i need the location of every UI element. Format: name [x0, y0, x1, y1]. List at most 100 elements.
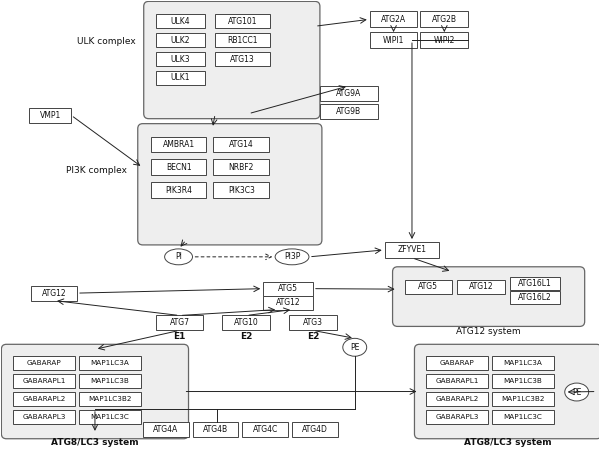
Text: PE: PE: [350, 343, 359, 352]
Text: GABARAPL1: GABARAPL1: [436, 378, 479, 384]
FancyBboxPatch shape: [320, 104, 377, 118]
Ellipse shape: [275, 249, 309, 265]
Text: MAP1LC3B2: MAP1LC3B2: [501, 396, 545, 402]
Text: ATG9A: ATG9A: [336, 89, 361, 98]
FancyBboxPatch shape: [13, 410, 75, 424]
FancyBboxPatch shape: [13, 356, 75, 370]
FancyBboxPatch shape: [13, 374, 75, 388]
FancyBboxPatch shape: [492, 356, 554, 370]
Text: PI3K complex: PI3K complex: [67, 166, 127, 175]
FancyBboxPatch shape: [193, 422, 238, 437]
FancyBboxPatch shape: [404, 280, 452, 294]
Text: MAP1LC3A: MAP1LC3A: [91, 360, 130, 366]
Text: PIK3R4: PIK3R4: [165, 186, 192, 195]
FancyBboxPatch shape: [214, 182, 269, 198]
Text: ATG4C: ATG4C: [253, 425, 278, 434]
FancyBboxPatch shape: [427, 374, 488, 388]
FancyBboxPatch shape: [421, 32, 468, 48]
Text: RB1CC1: RB1CC1: [227, 35, 258, 45]
Text: PI: PI: [175, 252, 182, 261]
FancyBboxPatch shape: [1, 344, 188, 439]
FancyBboxPatch shape: [214, 160, 269, 175]
Text: BECN1: BECN1: [166, 163, 191, 172]
FancyBboxPatch shape: [151, 182, 206, 198]
FancyBboxPatch shape: [421, 12, 468, 27]
FancyBboxPatch shape: [215, 33, 270, 47]
FancyBboxPatch shape: [144, 1, 320, 118]
Text: ZFYVE1: ZFYVE1: [397, 245, 427, 254]
Text: E2: E2: [307, 332, 319, 341]
Text: ATG7: ATG7: [170, 319, 190, 327]
FancyBboxPatch shape: [370, 32, 418, 48]
FancyBboxPatch shape: [320, 86, 377, 101]
FancyBboxPatch shape: [263, 296, 313, 309]
FancyBboxPatch shape: [492, 410, 554, 424]
FancyBboxPatch shape: [151, 160, 206, 175]
Text: ULK2: ULK2: [171, 35, 190, 45]
FancyBboxPatch shape: [214, 136, 269, 153]
Ellipse shape: [343, 338, 367, 356]
FancyBboxPatch shape: [427, 392, 488, 406]
Text: PI3P: PI3P: [284, 252, 300, 261]
FancyBboxPatch shape: [427, 410, 488, 424]
Text: ATG9B: ATG9B: [336, 107, 361, 116]
Text: ATG8/LC3 system: ATG8/LC3 system: [51, 438, 139, 447]
FancyBboxPatch shape: [155, 71, 205, 85]
Text: GABARAPL2: GABARAPL2: [23, 396, 66, 402]
FancyBboxPatch shape: [79, 374, 141, 388]
Text: GABARAP: GABARAP: [440, 360, 475, 366]
Ellipse shape: [565, 383, 589, 401]
Text: ATG4D: ATG4D: [302, 425, 328, 434]
Text: ULK complex: ULK complex: [77, 36, 135, 46]
FancyBboxPatch shape: [31, 286, 77, 301]
FancyBboxPatch shape: [492, 374, 554, 388]
Text: GABARAPL3: GABARAPL3: [23, 414, 66, 420]
Text: ATG5: ATG5: [278, 284, 298, 293]
FancyBboxPatch shape: [79, 356, 141, 370]
Text: ATG3: ATG3: [303, 319, 323, 327]
Text: ULK3: ULK3: [171, 54, 190, 64]
FancyBboxPatch shape: [155, 52, 205, 66]
Text: ATG2B: ATG2B: [432, 15, 457, 24]
FancyBboxPatch shape: [79, 410, 141, 424]
FancyBboxPatch shape: [370, 12, 418, 27]
Text: ULK1: ULK1: [171, 73, 190, 83]
FancyBboxPatch shape: [510, 277, 560, 290]
Text: GABARAPL2: GABARAPL2: [436, 396, 479, 402]
Text: WIPI2: WIPI2: [434, 35, 455, 45]
Text: ATG2A: ATG2A: [381, 15, 406, 24]
FancyBboxPatch shape: [292, 422, 338, 437]
FancyBboxPatch shape: [392, 267, 584, 326]
FancyBboxPatch shape: [242, 422, 288, 437]
FancyBboxPatch shape: [13, 392, 75, 406]
Text: ATG13: ATG13: [230, 54, 255, 64]
Text: ATG8/LC3 system: ATG8/LC3 system: [464, 438, 552, 447]
Text: ATG14: ATG14: [229, 140, 254, 149]
FancyBboxPatch shape: [155, 14, 205, 28]
FancyBboxPatch shape: [415, 344, 600, 439]
Text: PE: PE: [572, 388, 581, 396]
FancyBboxPatch shape: [457, 280, 505, 294]
FancyBboxPatch shape: [263, 282, 313, 296]
Text: MAP1LC3B: MAP1LC3B: [91, 378, 130, 384]
Text: MAP1LC3B: MAP1LC3B: [503, 378, 542, 384]
FancyBboxPatch shape: [143, 422, 188, 437]
Text: ATG16L1: ATG16L1: [518, 279, 552, 288]
FancyBboxPatch shape: [138, 124, 322, 245]
Text: MAP1LC3C: MAP1LC3C: [91, 414, 130, 420]
FancyBboxPatch shape: [215, 14, 270, 28]
Text: ATG101: ATG101: [228, 17, 257, 26]
Text: ATG12: ATG12: [42, 289, 67, 298]
Text: AMBRA1: AMBRA1: [163, 140, 194, 149]
Text: VMP1: VMP1: [40, 111, 61, 120]
FancyBboxPatch shape: [223, 315, 270, 331]
Text: E1: E1: [173, 332, 186, 341]
FancyBboxPatch shape: [155, 33, 205, 47]
FancyBboxPatch shape: [385, 242, 439, 258]
Text: GABARAPL3: GABARAPL3: [436, 414, 479, 420]
Text: ATG12: ATG12: [469, 282, 493, 291]
Text: GABARAPL1: GABARAPL1: [23, 378, 66, 384]
Text: ATG10: ATG10: [234, 319, 259, 327]
Text: PIK3C3: PIK3C3: [228, 186, 255, 195]
FancyBboxPatch shape: [155, 315, 203, 331]
